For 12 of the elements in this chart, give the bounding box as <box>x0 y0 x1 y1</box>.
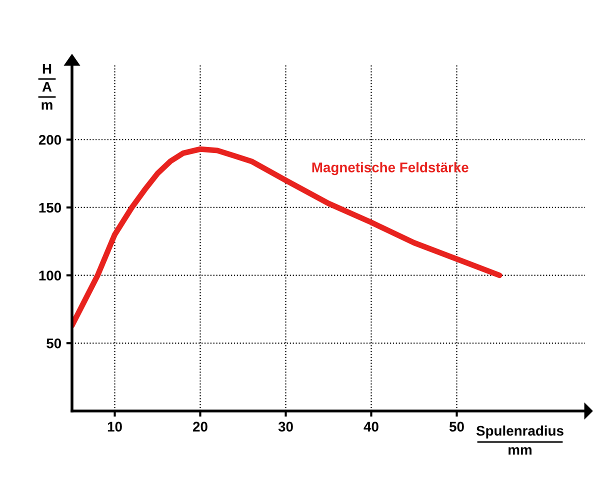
y-tick-label: 150 <box>39 202 62 213</box>
y-tick-label: 50 <box>46 338 62 348</box>
y-tick-label: 200 <box>38 134 62 145</box>
x-tick-label: 50 <box>449 422 464 432</box>
x-tick-label: 20 <box>193 422 208 432</box>
y-axis-title: H A m <box>42 64 52 110</box>
x-tick-label: 10 <box>108 422 122 432</box>
x-axis-title: Spulenradius mm <box>476 426 564 455</box>
series-label: Magnetische Feldstärke <box>312 162 468 176</box>
x-tick-label: 30 <box>278 422 293 432</box>
x-tick-label: 40 <box>364 422 378 432</box>
y-tick-label: 100 <box>39 270 62 280</box>
